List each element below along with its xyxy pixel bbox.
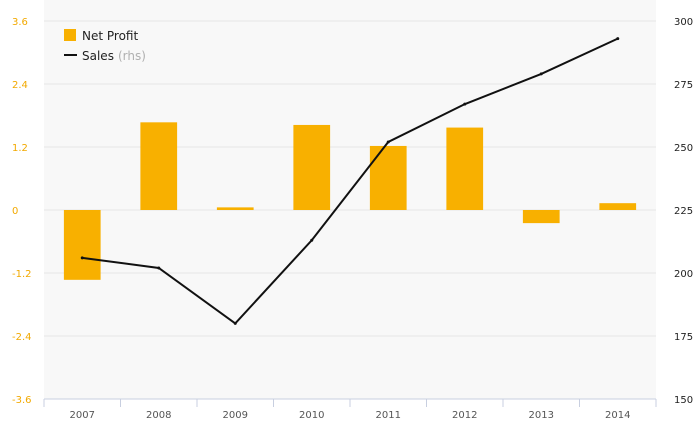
x-tick-label: 2014 — [605, 410, 630, 421]
right-y-tick-label: 225 — [674, 206, 693, 217]
x-tick-label: 2007 — [70, 410, 95, 421]
bar-series-net-profit — [63, 122, 637, 280]
x-axis: 2007 2008 2009 2010 2011 2012 2013 2014 — [43, 398, 657, 421]
left-y-tick-label: -1.2 — [12, 269, 32, 280]
bar-net-profit — [522, 210, 560, 224]
sales-point — [616, 37, 620, 41]
sales-point — [80, 256, 84, 260]
right-y-tick-label: 275 — [674, 80, 693, 91]
left-y-tick-label: 3.6 — [12, 17, 28, 28]
left-y-tick-label: 0 — [12, 206, 18, 217]
bar-net-profit — [369, 145, 407, 210]
bar-net-profit — [216, 207, 254, 210]
bar-net-profit — [293, 124, 331, 210]
bar-net-profit — [63, 210, 101, 280]
right-y-tick-label: 175 — [674, 332, 693, 343]
right-y-tick-label: 200 — [674, 269, 693, 280]
x-tick-label: 2013 — [529, 410, 554, 421]
legend-label-net-profit: Net Profit — [82, 29, 138, 43]
right-y-tick-label: 250 — [674, 143, 693, 154]
legend-label-sales-name: Sales — [82, 49, 114, 63]
sales-point — [233, 321, 237, 325]
bar-net-profit — [140, 122, 178, 210]
x-tick-label: 2009 — [223, 410, 248, 421]
x-tick-label: 2008 — [146, 410, 171, 421]
sales-point — [157, 266, 161, 270]
sales-point — [386, 140, 390, 144]
right-y-axis: 300 275 250 225 200 175 150 — [674, 17, 693, 406]
legend-label-sales: Sales (rhs) — [82, 49, 146, 63]
right-y-tick-label: 150 — [674, 395, 693, 406]
right-y-tick-label: 300 — [674, 17, 693, 28]
sales-point — [463, 102, 467, 106]
left-y-tick-label: 1.2 — [12, 143, 28, 154]
sales-point — [310, 238, 314, 242]
left-y-tick-label: -2.4 — [12, 332, 32, 343]
left-y-tick-label: -3.6 — [12, 395, 32, 406]
bar-net-profit — [599, 203, 637, 210]
legend-label-sales-note: (rhs) — [118, 49, 146, 63]
line-series-sales — [80, 37, 620, 325]
legend: Net Profit Sales (rhs) — [64, 29, 146, 63]
x-tick-label: 2012 — [452, 410, 477, 421]
legend-swatch-net-profit — [64, 29, 76, 41]
sales-point — [539, 72, 543, 76]
left-y-axis: 3.6 2.4 1.2 0 -1.2 -2.4 -3.6 — [12, 17, 32, 406]
left-y-tick-label: 2.4 — [12, 80, 28, 91]
x-tick-label: 2010 — [299, 410, 324, 421]
x-tick-label: 2011 — [376, 410, 401, 421]
sales-line — [82, 37, 619, 325]
bar-net-profit — [446, 127, 484, 210]
